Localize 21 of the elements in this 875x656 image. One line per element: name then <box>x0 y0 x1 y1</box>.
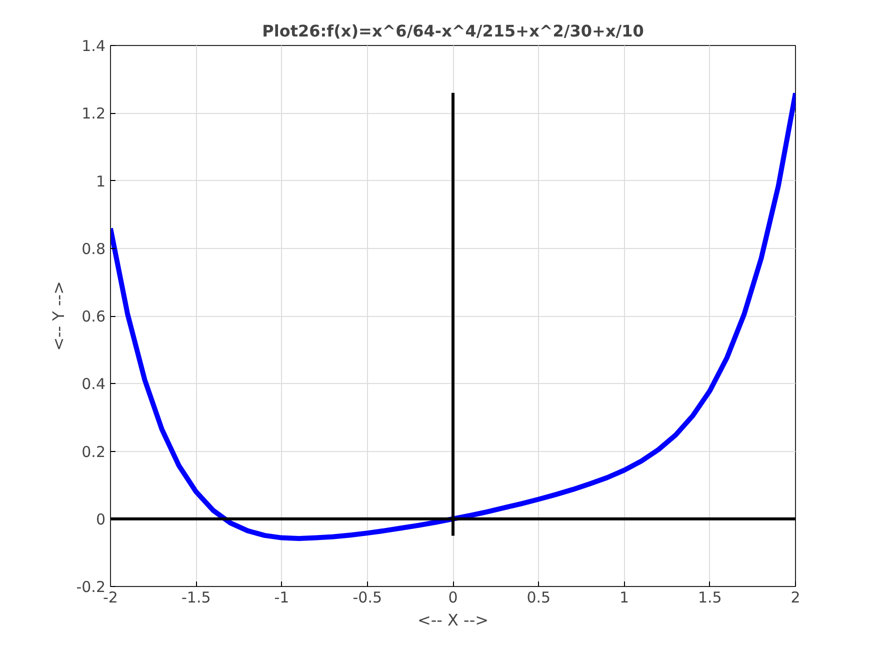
y-axis-title: <-- Y --> <box>49 281 68 351</box>
y-tick-label: 0.8 <box>82 240 106 258</box>
y-tick-label: 1 <box>96 172 106 190</box>
chart-title: Plot26:f(x)=x^6/64-x^4/215+x^2/30+x/10 <box>262 22 644 40</box>
x-tick-label: -1 <box>274 588 290 606</box>
y-tick-label: 0 <box>96 510 106 528</box>
x-tick-label: 1 <box>619 588 630 606</box>
y-tick-label: 0.6 <box>82 308 106 326</box>
x-tick-label: -0.5 <box>352 588 382 606</box>
x-tick-label: -2 <box>103 588 118 606</box>
x-tick-label: 2 <box>790 588 800 606</box>
y-tick-label: 0.4 <box>82 375 106 394</box>
y-tick-label: 1.4 <box>82 37 106 55</box>
y-tick-label: 0.2 <box>82 442 106 461</box>
x-tick-label: 1.5 <box>698 588 722 606</box>
y-tick-label: -0.2 <box>76 578 106 596</box>
x-tick-label: 0.5 <box>526 588 551 606</box>
x-axis-title: <-- X --> <box>417 610 489 630</box>
y-tick-label: 1.2 <box>82 104 106 123</box>
x-tick-label: 0 <box>448 588 458 606</box>
x-tick-label: -1.5 <box>181 588 211 606</box>
